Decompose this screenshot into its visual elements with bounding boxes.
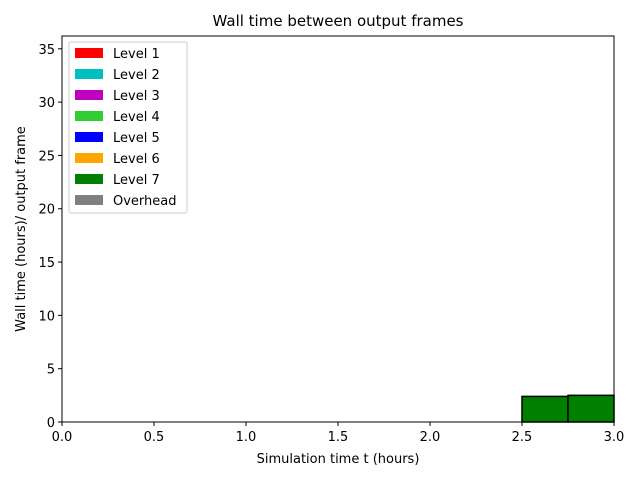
- x-tick-label: 1.0: [236, 430, 257, 445]
- legend-swatch: [75, 90, 103, 100]
- y-axis-label: Wall time (hours)/ output frame: [14, 126, 29, 332]
- x-tick-label: 0.5: [144, 430, 165, 445]
- x-tick-label: 2.5: [512, 430, 533, 445]
- legend-swatch: [75, 111, 103, 121]
- legend-label: Level 1: [113, 47, 160, 62]
- y-tick-label: 5: [47, 363, 55, 378]
- legend-label: Level 3: [113, 89, 160, 104]
- legend-swatch: [75, 69, 103, 79]
- bar: [567, 394, 615, 423]
- bar: [521, 395, 569, 423]
- y-tick-label: 20: [38, 203, 55, 218]
- y-tick-label: 0: [47, 416, 55, 431]
- chart-title: Wall time between output frames: [213, 12, 464, 30]
- x-tick-label: 0.0: [52, 430, 73, 445]
- legend-label: Level 2: [113, 68, 160, 83]
- x-tick-label: 3.0: [604, 430, 625, 445]
- legend-label: Overhead: [113, 194, 177, 209]
- legend-swatch: [75, 153, 103, 163]
- y-tick-label: 35: [38, 43, 55, 58]
- legend-label: Level 4: [113, 110, 160, 125]
- legend-label: Level 5: [113, 131, 160, 146]
- legend-swatch: [75, 195, 103, 205]
- legend-swatch: [75, 174, 103, 184]
- x-tick-label: 1.5: [328, 430, 349, 445]
- legend-box: [68, 41, 188, 214]
- legend-swatch: [75, 132, 103, 142]
- legend-label: Level 7: [113, 173, 160, 188]
- legend-swatch: [75, 48, 103, 58]
- x-axis-label: Simulation time t (hours): [257, 452, 420, 467]
- y-tick-label: 25: [38, 149, 55, 164]
- plot-frame: [61, 35, 615, 423]
- legend-label: Level 6: [113, 152, 160, 167]
- x-tick-label: 2.0: [420, 430, 441, 445]
- y-tick-label: 15: [38, 256, 55, 271]
- y-tick-label: 10: [38, 309, 55, 324]
- y-tick-label: 30: [38, 96, 55, 111]
